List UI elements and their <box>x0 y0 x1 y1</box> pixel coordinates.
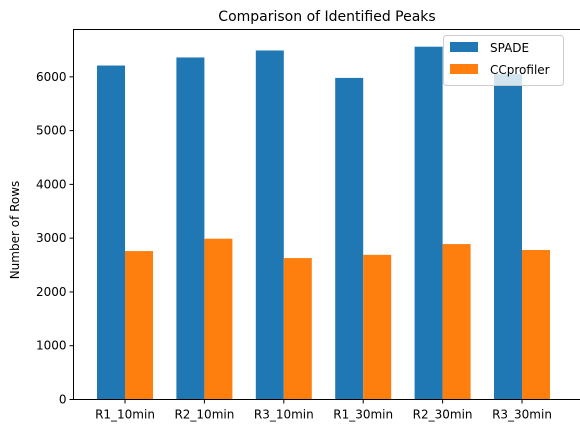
x-tick-label: R3_30min <box>492 408 552 422</box>
x-ticks: R1_10min R2_10min R3_10min R1_30min R2_30min… <box>95 399 552 422</box>
bar-spade-r1_10min <box>97 65 125 400</box>
bar-spade-r3_30min <box>494 74 522 400</box>
y-tick-label: 5000 <box>36 124 67 138</box>
bar-spade-r1_30min <box>335 77 364 400</box>
x-tick-label: R2_10min <box>174 408 234 422</box>
y-ticks: 0 1000 2000 3000 4000 5000 6000 <box>36 70 74 407</box>
bar-spade-r2_30min <box>414 46 443 400</box>
y-axis-label: Number of Rows <box>8 181 22 280</box>
x-tick-label: R2_30min <box>413 408 473 422</box>
bar-ccprofiler-r1_30min <box>363 254 392 400</box>
bar-ccprofiler-r3_10min <box>283 258 312 400</box>
bars-layer <box>97 46 550 400</box>
legend-swatch-spade <box>450 42 478 52</box>
legend-label-spade: SPADE <box>490 41 529 55</box>
bar-spade-r2_10min <box>176 57 205 400</box>
y-tick-label: 6000 <box>36 70 67 84</box>
legend-swatch-ccprofiler <box>450 64 478 74</box>
y-tick-label: 2000 <box>36 285 67 299</box>
x-tick-label: R1_10min <box>95 408 155 422</box>
legend-label-ccprofiler: CCprofiler <box>490 63 550 77</box>
y-tick-label: 3000 <box>36 231 67 245</box>
bar-spade-r3_10min <box>255 50 284 400</box>
y-tick-label: 4000 <box>36 177 67 191</box>
y-tick-label: 0 <box>59 393 67 407</box>
bar-ccprofiler-r1_10min <box>125 251 153 400</box>
x-tick-label: R1_30min <box>333 408 393 422</box>
legend: SPADE CCprofiler <box>443 35 564 86</box>
plot-frame <box>73 29 580 400</box>
bar-ccprofiler-r3_30min <box>522 249 550 400</box>
x-tick-label: R3_10min <box>254 408 314 422</box>
y-tick-label: 1000 <box>36 339 67 353</box>
chart-title: Comparison of Identified Peaks <box>218 9 435 25</box>
bar-ccprofiler-r2_10min <box>204 238 233 400</box>
bar-ccprofiler-r2_30min <box>442 244 471 400</box>
